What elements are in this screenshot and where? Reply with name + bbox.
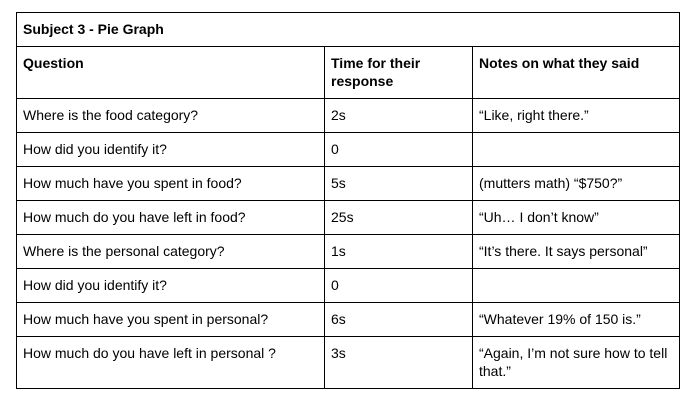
time-cell: 1s [324, 234, 473, 269]
table-row: How did you identify it? 0 [16, 132, 681, 167]
notes-cell: (mutters math) “$750?” [471, 166, 681, 201]
table-row: Where is the personal category? 1s “It’s… [16, 234, 681, 269]
table-row: How much have you spent in food? 5s (mut… [16, 166, 681, 201]
table-title-row: Subject 3 - Pie Graph [15, 12, 681, 47]
table-title: Subject 3 - Pie Graph [15, 12, 681, 47]
notes-cell: “It’s there. It says personal” [471, 234, 681, 269]
results-table: Subject 3 - Pie Graph Question Time for … [15, 12, 681, 389]
notes-cell: “Again, I’m not sure how to tell that.” [471, 336, 681, 389]
table-row: How much have you spent in personal? 6s … [16, 302, 681, 337]
question-cell: How did you identify it? [16, 132, 325, 167]
notes-cell [471, 132, 681, 167]
notes-cell: “Whatever 19% of 150 is.” [471, 302, 681, 337]
time-cell: 0 [324, 132, 473, 167]
table-row: How much do you have left in personal ? … [16, 336, 681, 389]
column-header-question: Question [16, 46, 325, 99]
question-cell: Where is the personal category? [16, 234, 325, 269]
time-cell: 0 [324, 268, 473, 303]
question-cell: How much have you spent in food? [16, 166, 325, 201]
time-cell: 6s [324, 302, 473, 337]
question-cell: How much do you have left in personal ? [16, 336, 325, 389]
notes-cell [471, 268, 681, 303]
results-table-container: Subject 3 - Pie Graph Question Time for … [15, 12, 681, 389]
table-row: How did you identify it? 0 [16, 268, 681, 303]
column-header-notes: Notes on what they said [471, 46, 681, 99]
table-header-row: Question Time for their response Notes o… [16, 46, 681, 99]
notes-cell: “Like, right there.” [471, 98, 681, 133]
question-cell: How much have you spent in personal? [16, 302, 325, 337]
table-row: How much do you have left in food? 25s “… [16, 200, 681, 235]
question-cell: How did you identify it? [16, 268, 325, 303]
question-cell: Where is the food category? [16, 98, 325, 133]
notes-cell: “Uh… I don’t know” [471, 200, 681, 235]
table-row: Where is the food category? 2s “Like, ri… [16, 98, 681, 133]
question-cell: How much do you have left in food? [16, 200, 325, 235]
time-cell: 5s [324, 166, 473, 201]
time-cell: 2s [324, 98, 473, 133]
time-cell: 25s [324, 200, 473, 235]
time-cell: 3s [324, 336, 473, 389]
column-header-time: Time for their response [324, 46, 473, 99]
